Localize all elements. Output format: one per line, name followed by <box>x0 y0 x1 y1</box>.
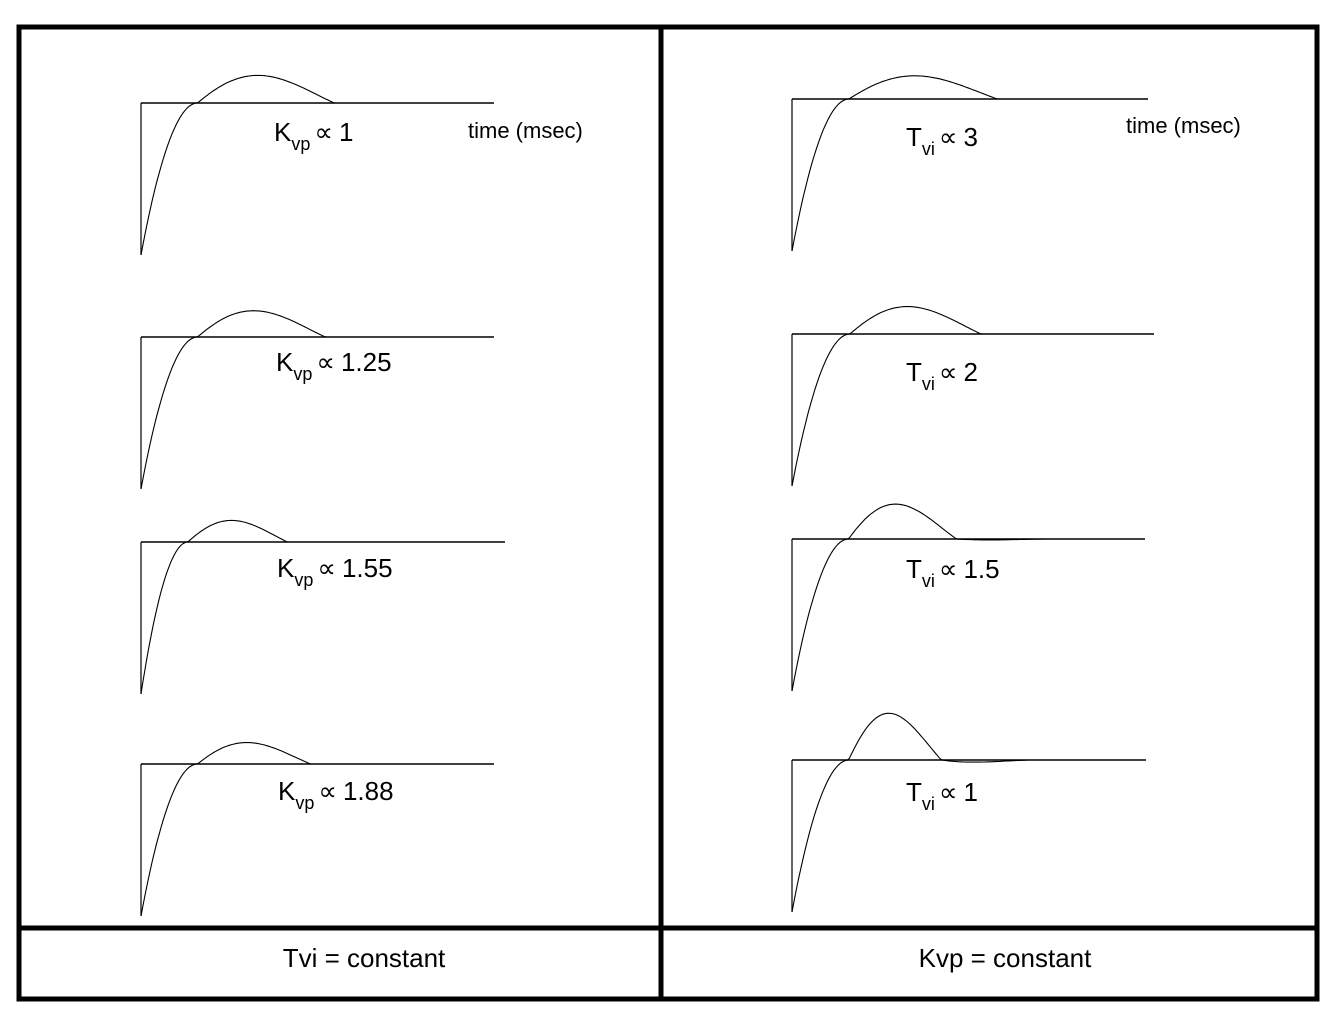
proportional-symbol: ∝ <box>939 777 958 807</box>
parameter-value: 1 <box>339 117 353 147</box>
parameter-label: Tvi ∝ 2 <box>906 357 978 394</box>
proportional-symbol: ∝ <box>318 776 337 806</box>
parameter-symbol: T <box>906 357 922 387</box>
parameter-subscript: vp <box>291 134 310 154</box>
parameter-label: Kvp ∝ 1 <box>274 117 353 154</box>
proportional-symbol: ∝ <box>939 357 958 387</box>
proportional-symbol: ∝ <box>939 554 958 584</box>
parameter-subscript: vp <box>294 570 313 590</box>
parameter-value: 1.25 <box>341 347 392 377</box>
proportional-symbol: ∝ <box>316 347 335 377</box>
parameter-value: 1.55 <box>342 553 393 583</box>
outer-frame <box>16 24 1320 1002</box>
parameter-subscript: vi <box>922 794 935 814</box>
proportional-symbol: ∝ <box>314 117 333 147</box>
parameter-label: Tvi ∝ 3 <box>906 122 978 159</box>
parameter-value: 1.5 <box>963 554 999 584</box>
parameter-label: Kvp ∝ 1.25 <box>276 347 392 384</box>
response-plot-3: Kvp ∝ 1.55 <box>140 519 505 695</box>
proportional-symbol: ∝ <box>939 122 958 152</box>
response-curve <box>791 503 1145 692</box>
left-panel-caption: Tvi = constant <box>283 943 446 973</box>
parameter-subscript: vp <box>293 364 312 384</box>
parameter-symbol: K <box>278 776 296 806</box>
response-curve <box>140 310 494 490</box>
parameter-label: Tvi ∝ 1 <box>906 777 978 814</box>
parameter-value: 1 <box>963 777 977 807</box>
parameter-label: Kvp ∝ 1.55 <box>277 553 393 590</box>
response-plot-1: Kvp ∝ 1 time (msec) <box>140 74 583 256</box>
response-plot-2: Kvp ∝ 1.25 <box>140 310 494 490</box>
parameter-subscript: vi <box>922 374 935 394</box>
parameter-value: 2 <box>963 357 977 387</box>
parameter-symbol: K <box>276 347 294 377</box>
response-curve <box>140 741 494 917</box>
parameter-subscript: vp <box>295 793 314 813</box>
response-plot-4: Tvi ∝ 1 <box>791 712 1146 913</box>
parameter-label: Tvi ∝ 1.5 <box>906 554 1000 591</box>
parameter-symbol: T <box>906 777 922 807</box>
parameter-symbol: K <box>277 553 295 583</box>
parameter-value: 1.88 <box>343 776 394 806</box>
response-curve <box>791 712 1146 913</box>
response-plot-1: Tvi ∝ 3 time (msec) <box>791 75 1241 252</box>
response-curve <box>140 74 494 256</box>
response-curve <box>791 75 1148 252</box>
parameter-label: Kvp ∝ 1.88 <box>278 776 394 813</box>
time-axis-label: time (msec) <box>1126 113 1241 138</box>
response-plot-4: Kvp ∝ 1.88 <box>140 741 494 917</box>
parameter-subscript: vi <box>922 571 935 591</box>
response-curve <box>140 519 434 695</box>
parameter-value: 3 <box>963 122 977 152</box>
right-panel-caption: Kvp = constant <box>919 943 1092 973</box>
response-plot-2: Tvi ∝ 2 <box>791 306 1154 487</box>
parameter-subscript: vi <box>922 139 935 159</box>
response-plot-3: Tvi ∝ 1.5 <box>791 503 1145 692</box>
parameter-symbol: T <box>906 554 922 584</box>
response-curve <box>791 306 1154 487</box>
proportional-symbol: ∝ <box>317 553 336 583</box>
time-axis-label: time (msec) <box>468 118 583 143</box>
parameter-symbol: T <box>906 122 922 152</box>
parameter-symbol: K <box>274 117 292 147</box>
